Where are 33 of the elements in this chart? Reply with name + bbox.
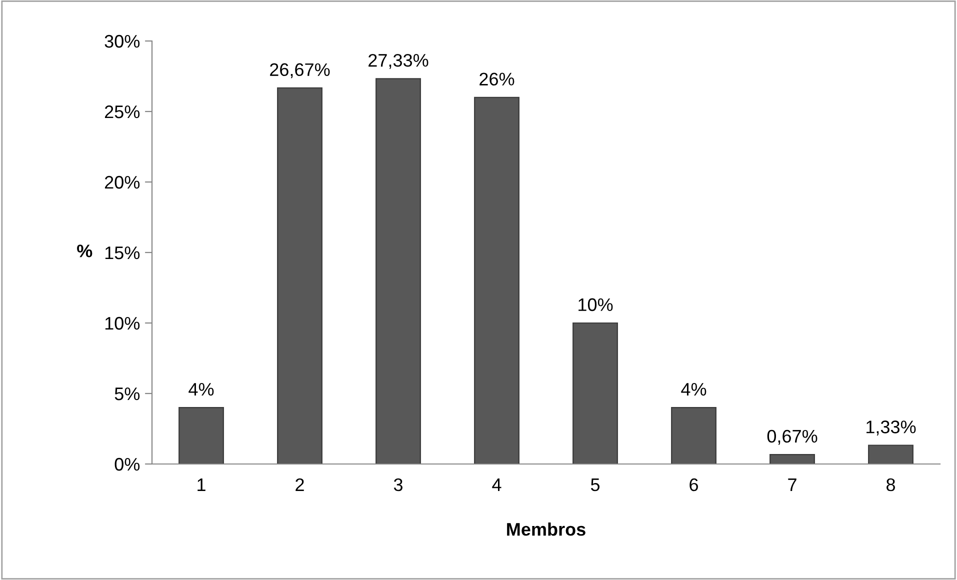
y-tick-label: 5%: [114, 388, 140, 400]
data-label: 10%: [578, 298, 613, 312]
data-label: 26%: [480, 72, 514, 86]
bar: [277, 87, 322, 464]
bar: [178, 407, 224, 464]
x-tick-label: 6: [690, 478, 698, 492]
data-label: 4%: [188, 382, 214, 396]
bar: [474, 96, 520, 464]
y-tick-label: 25%: [104, 105, 140, 118]
data-label: 0,67%: [767, 430, 818, 445]
bar: [572, 322, 618, 464]
y-tick-label: 20%: [104, 176, 140, 189]
y-axis-title: %: [77, 244, 92, 258]
y-tick-label: 30%: [104, 34, 140, 48]
x-tick-label: 1: [198, 478, 206, 491]
bar: [868, 444, 914, 464]
y-tick-label: 15%: [105, 246, 140, 260]
x-tick-label: 8: [886, 478, 895, 492]
y-tick-label: 10%: [105, 316, 140, 330]
data-label: 27,33%: [368, 54, 428, 69]
data-label: 4%: [681, 382, 706, 396]
y-tick-label: 0%: [114, 458, 140, 471]
x-tick-label: 4: [492, 478, 502, 491]
bar: [770, 454, 815, 464]
bar: [376, 78, 421, 464]
x-tick-label: 5: [590, 478, 600, 492]
x-axis-title: Membros: [507, 522, 586, 536]
data-label: 1,33%: [866, 420, 916, 436]
x-tick-label: 3: [394, 478, 402, 492]
bar: [671, 407, 716, 464]
x-tick-label: 2: [296, 478, 304, 491]
x-tick-label: 7: [788, 478, 796, 491]
data-label: 26,67%: [270, 63, 330, 78]
